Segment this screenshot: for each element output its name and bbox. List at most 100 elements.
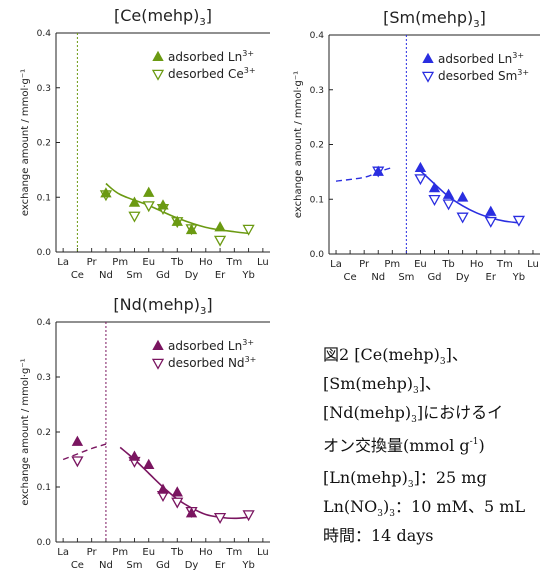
- legend-desorbed-marker: [151, 358, 165, 370]
- legend-adsorbed-label: adsorbed Ln3+: [168, 338, 254, 353]
- x-tick-label-bottom: Ce: [344, 272, 357, 283]
- x-tick-label-top: Pm: [384, 259, 400, 270]
- chart-panel-2: 0.0 0.1 0.2 0.3 0.4 exchange amount / mmol·g⁻…: [293, 8, 540, 283]
- y-tick-label: 0.4: [310, 31, 325, 41]
- caption-condition-3: 時間：14 days: [323, 526, 434, 545]
- legend-text: adsorbed Ln: [168, 50, 242, 64]
- y-tick-label: 0.2: [37, 428, 51, 438]
- caption-text: ): [383, 497, 390, 516]
- x-tick-label-top: Tb: [441, 259, 454, 270]
- desorbed-point: [414, 174, 427, 186]
- caption-subscript: 3: [389, 509, 396, 519]
- caption-superscript: -1: [469, 437, 479, 447]
- adsorbed-point: [428, 182, 441, 193]
- caption-text: [Nd(mehp): [323, 403, 412, 422]
- x-tick-label-top: Lu: [257, 547, 269, 558]
- adsorbed-point: [171, 215, 183, 226]
- legend-text: desorbed Sm: [438, 69, 517, 83]
- y-tick-label: 0.2: [310, 141, 324, 151]
- caption-text: [Ln(mehp): [323, 468, 408, 487]
- caption-condition-1: [Ln(mehp)3]：25 mg: [323, 467, 539, 496]
- chart-title: [Ce(mehp)3]: [114, 6, 212, 28]
- chart-title-subscript: 3: [473, 19, 479, 30]
- x-tick-label-bottom: Nd: [99, 270, 113, 281]
- caption-text: ]、: [418, 374, 442, 393]
- legend-desorbed-marker: [151, 69, 165, 81]
- x-tick-label-bottom: Er: [215, 270, 226, 281]
- desorbed-point: [171, 497, 184, 509]
- desorbed-point: [213, 513, 227, 524]
- y-tick-label: 0.1: [37, 193, 51, 203]
- caption-subscript: 3: [377, 509, 384, 519]
- caption-line-1: 図2 [Ce(mehp)3]、: [323, 344, 539, 373]
- y-tick-label: 0.0: [310, 250, 325, 260]
- desorbed-point: [512, 215, 526, 227]
- y-axis-label: exchange amount / mmol·g⁻¹: [20, 69, 31, 216]
- x-tick-label-top: Ho: [199, 547, 213, 558]
- desorbed-point: [128, 211, 141, 223]
- desorbed-point: [442, 199, 455, 211]
- legend-superscript: 3+: [242, 49, 254, 58]
- desorbed-point: [242, 510, 255, 522]
- chart-title-text: ]: [480, 8, 486, 27]
- y-tick-label: 0.4: [37, 29, 52, 39]
- desorbed-point: [142, 201, 155, 213]
- chart-title-text: [Sm(mehp): [383, 8, 473, 27]
- caption-text: オン交換量(mmol g: [323, 436, 470, 455]
- adsorbed-point: [157, 483, 169, 494]
- adsorbed-point: [171, 486, 183, 497]
- desorbed-point: [242, 224, 255, 236]
- adsorbed-point: [100, 187, 112, 198]
- legend-desorbed-marker: [421, 71, 435, 83]
- x-tick-label-top: Tm: [225, 547, 242, 558]
- legend-desorbed-label: desorbed Nd3+: [168, 355, 256, 370]
- x-tick-label-top: Ho: [199, 257, 213, 268]
- y-axis-label: exchange amount / mmol·g⁻¹: [20, 358, 31, 505]
- chart-title-subscript: 3: [199, 17, 205, 28]
- x-tick-label-bottom: Sm: [126, 560, 142, 570]
- chart-title: [Nd(mehp)3]: [113, 295, 212, 317]
- x-tick-label-bottom: Er: [486, 272, 497, 283]
- legend-adsorbed-marker: [152, 50, 164, 61]
- y-tick-label: 0.1: [37, 483, 51, 493]
- legend-adsorbed-label: adsorbed Ln3+: [438, 51, 524, 66]
- adsorbed-point: [128, 450, 141, 461]
- legend-adsorbed-label: adsorbed Ln3+: [168, 49, 254, 64]
- x-tick-label-bottom: Ce: [71, 270, 84, 281]
- desorbed-point: [428, 194, 441, 206]
- x-tick-label-top: Tm: [225, 257, 242, 268]
- x-tick-label-bottom: Dy: [456, 272, 470, 283]
- x-tick-label-top: Pm: [112, 257, 128, 268]
- caption-subscript: 3: [413, 386, 419, 396]
- caption-text: ]、: [445, 345, 468, 364]
- caption-line-2: [Sm(mehp)3]、: [323, 373, 539, 402]
- caption-text: ]におけるイ: [416, 403, 504, 422]
- y-tick-label: 0.0: [37, 538, 52, 548]
- x-tick-label-top: Eu: [414, 259, 427, 270]
- adsorbed-point: [143, 458, 155, 470]
- legend-desorbed-label: desorbed Ce3+: [168, 66, 256, 81]
- fit-curve: [119, 446, 249, 520]
- x-tick-label-bottom: Sm: [398, 272, 414, 283]
- caption-text: ：10 mM、5 mL: [395, 497, 526, 516]
- adsorbed-point: [485, 205, 497, 216]
- x-tick-label-top: Pr: [87, 547, 98, 558]
- legend-adsorbed-marker: [422, 52, 434, 63]
- adsorbed-point: [143, 186, 155, 197]
- x-tick-label-top: Pm: [112, 547, 128, 558]
- caption-text: ): [478, 436, 485, 455]
- desorbed-point: [456, 212, 469, 224]
- caption-subscript: 3: [407, 480, 414, 490]
- x-tick-label-top: La: [57, 547, 69, 558]
- adsorbed-point: [128, 196, 141, 207]
- desorbed-point: [213, 235, 227, 247]
- desorbed-point: [484, 216, 497, 228]
- caption-condition-2: Ln(NO3)3：10 mM、5 mL: [323, 496, 539, 525]
- desorbed-point: [71, 456, 84, 468]
- legend-superscript: 3+: [517, 68, 529, 77]
- x-tick-label-bottom: Yb: [241, 560, 254, 570]
- legend-superscript: 3+: [245, 355, 257, 364]
- adsorbed-point: [185, 223, 198, 235]
- x-tick-label-top: Lu: [527, 259, 539, 270]
